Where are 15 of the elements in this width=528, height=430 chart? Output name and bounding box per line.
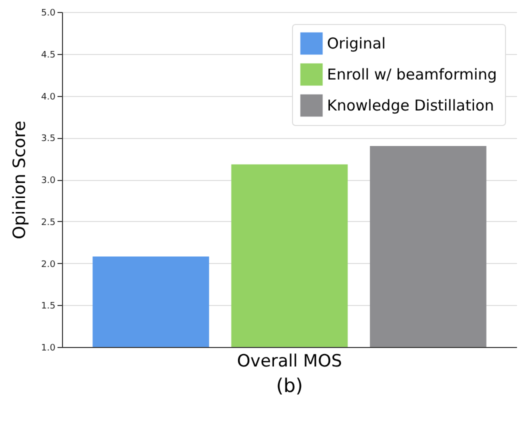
- y-tick-label: 3.5: [41, 134, 56, 144]
- y-tick-label: 2.5: [41, 218, 56, 228]
- legend-label: Enroll w/ beamforming: [327, 66, 497, 84]
- y-tick-label: 5.0: [41, 8, 56, 18]
- y-axis-title: Opinion Score: [10, 120, 30, 240]
- y-tick-label: 4.0: [41, 92, 56, 102]
- y-tick-label: 4.5: [41, 50, 56, 60]
- y-tick-label: 3.0: [41, 176, 56, 186]
- text: (b): [276, 375, 303, 397]
- y-tick-label: 2.0: [41, 260, 56, 270]
- legend-label: Knowledge Distillation: [327, 96, 494, 114]
- y-tick-label: 1.5: [41, 302, 56, 312]
- x-tick-label: Overall MOS: [237, 352, 342, 372]
- y-tick-label: 1.0: [41, 344, 56, 354]
- legend-label: Original: [327, 34, 386, 52]
